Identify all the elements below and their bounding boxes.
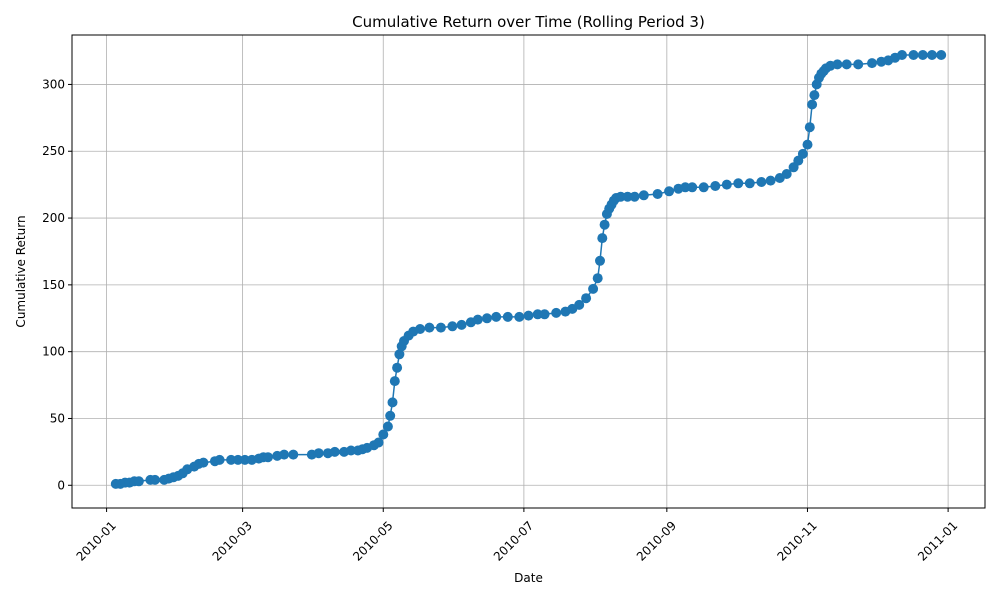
data-point: [279, 449, 290, 460]
y-axis-label: Cumulative Return: [14, 215, 28, 327]
data-point: [629, 191, 640, 202]
chart-title: Cumulative Return over Time (Rolling Per…: [352, 13, 705, 31]
data-point: [680, 182, 691, 193]
grid: [72, 35, 985, 508]
data-point: [781, 169, 792, 179]
data-point: [133, 476, 144, 487]
y-tick-label: 150: [42, 278, 65, 292]
data-point: [664, 186, 675, 197]
data-point: [329, 446, 340, 457]
data-point: [382, 421, 393, 432]
data-point: [394, 349, 405, 360]
data-point: [908, 50, 919, 60]
data-point: [853, 59, 864, 70]
y-tick-label: 200: [42, 211, 65, 225]
data-point: [698, 182, 709, 193]
x-axis-label: Date: [514, 571, 543, 585]
y-tick-label: 100: [42, 345, 65, 359]
data-point: [150, 474, 160, 485]
data-point: [482, 313, 492, 324]
data-point: [615, 191, 626, 202]
data-point: [597, 233, 608, 244]
y-axis: 0 50 100 150 200 250 300: [42, 77, 72, 492]
data-point: [523, 310, 534, 321]
data-point: [313, 448, 324, 459]
data-point: [588, 283, 599, 294]
data-point: [389, 376, 400, 387]
data-point: [652, 189, 663, 199]
data-point: [539, 309, 550, 320]
series-layer: [110, 50, 947, 489]
data-point: [841, 59, 852, 70]
data-point: [385, 410, 396, 421]
data-point: [198, 457, 209, 468]
y-tick-label: 50: [50, 411, 65, 425]
data-point: [733, 178, 744, 189]
data-point: [424, 322, 435, 333]
data-point: [809, 90, 820, 101]
data-point: [756, 177, 767, 187]
data-point: [346, 445, 356, 456]
data-point: [581, 293, 592, 304]
data-point: [574, 299, 585, 310]
data-point: [592, 273, 603, 284]
data-point: [263, 452, 273, 463]
data-point: [744, 178, 755, 189]
data-point: [710, 181, 721, 191]
data-point: [897, 50, 907, 60]
data-point: [387, 397, 398, 408]
data-point: [514, 311, 525, 322]
data-point: [797, 148, 808, 159]
data-point: [927, 50, 937, 60]
data-point: [456, 319, 467, 330]
data-point: [233, 454, 243, 465]
data-point: [721, 179, 732, 190]
data-point: [435, 322, 446, 333]
data-point: [214, 454, 225, 465]
data-point: [415, 324, 426, 334]
data-point: [226, 454, 237, 465]
data-point: [502, 311, 513, 322]
data-point: [807, 99, 818, 110]
data-point: [765, 175, 776, 186]
data-point: [373, 437, 384, 448]
data-point: [551, 307, 562, 318]
data-point: [832, 59, 843, 70]
plot-frame: [71, 34, 986, 509]
data-point: [622, 191, 633, 202]
data-point: [491, 311, 502, 322]
data-point: [917, 50, 928, 60]
data-point: [472, 314, 483, 325]
data-point: [936, 50, 947, 60]
data-point: [802, 139, 813, 150]
data-point: [392, 362, 403, 373]
data-point: [804, 122, 815, 133]
y-tick-label: 300: [42, 77, 65, 91]
data-point: [595, 255, 605, 266]
data-point: [378, 429, 389, 440]
y-tick-label: 0: [57, 478, 65, 492]
y-tick-label: 250: [42, 144, 65, 158]
data-point: [532, 309, 543, 320]
data-point: [288, 449, 299, 460]
data-point: [867, 58, 877, 69]
data-point: [239, 454, 250, 465]
data-point: [599, 219, 610, 230]
data-point: [447, 321, 458, 332]
data-point: [638, 190, 649, 201]
data-point: [687, 182, 698, 193]
